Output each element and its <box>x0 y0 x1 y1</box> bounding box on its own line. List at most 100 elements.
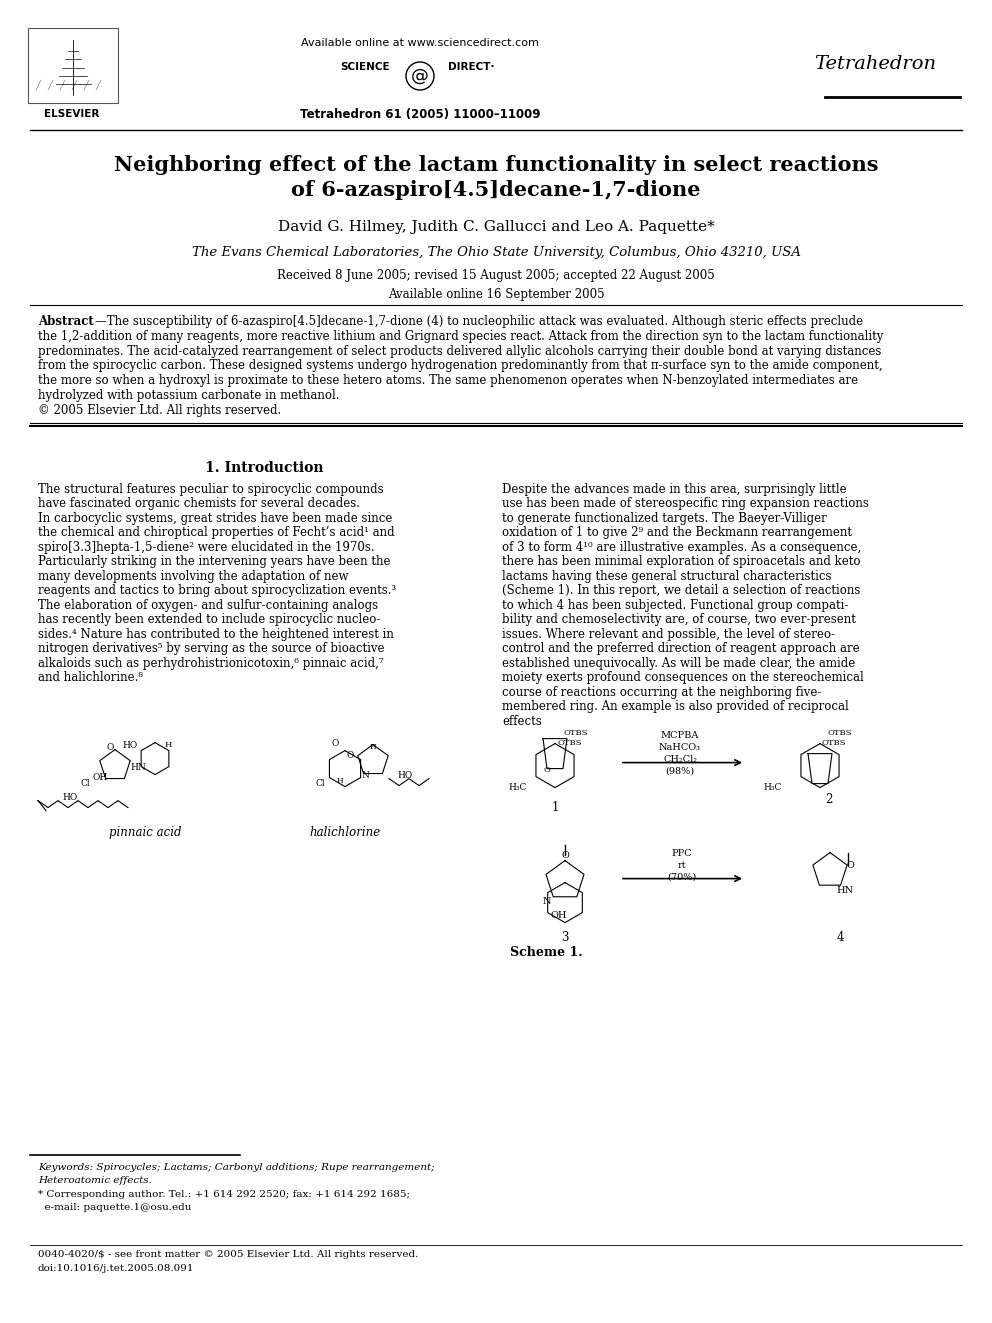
Text: HO: HO <box>62 792 77 802</box>
Text: Heteroatomic effects.: Heteroatomic effects. <box>38 1176 152 1185</box>
Text: The structural features peculiar to spirocyclic compounds: The structural features peculiar to spir… <box>38 483 384 496</box>
Text: NaHCO₃: NaHCO₃ <box>659 742 701 751</box>
Text: issues. Where relevant and possible, the level of stereo-: issues. Where relevant and possible, the… <box>502 627 835 640</box>
Text: H: H <box>165 741 172 749</box>
Text: (70%): (70%) <box>668 873 696 881</box>
Text: CH₂Cl₂: CH₂Cl₂ <box>663 754 697 763</box>
Text: the more so when a hydroxyl is proximate to these hetero atoms. The same phenome: the more so when a hydroxyl is proximate… <box>38 374 858 388</box>
Text: 0040-4020/$ - see front matter © 2005 Elsevier Ltd. All rights reserved.: 0040-4020/$ - see front matter © 2005 El… <box>38 1250 419 1259</box>
Text: Neighboring effect of the lactam functionality in select reactions: Neighboring effect of the lactam functio… <box>114 155 878 175</box>
Text: Tetrahedron: Tetrahedron <box>814 56 936 73</box>
Text: O: O <box>331 738 338 747</box>
Text: moiety exerts profound consequences on the stereochemical: moiety exerts profound consequences on t… <box>502 671 864 684</box>
Text: OTBS: OTBS <box>822 738 846 746</box>
Text: 2: 2 <box>825 792 832 806</box>
Text: —The susceptibility of 6-azaspiro[4.5]decane-1,7-dione (4) to nucleophilic attac: —The susceptibility of 6-azaspiro[4.5]de… <box>95 315 863 328</box>
Text: to generate functionalized targets. The Baeyer-Villiger: to generate functionalized targets. The … <box>502 512 826 525</box>
Text: membered ring. An example is also provided of reciprocal: membered ring. An example is also provid… <box>502 700 849 713</box>
Text: © 2005 Elsevier Ltd. All rights reserved.: © 2005 Elsevier Ltd. All rights reserved… <box>38 404 282 417</box>
Text: spiro[3.3]hepta-1,5-diene² were elucidated in the 1970s.: spiro[3.3]hepta-1,5-diene² were elucidat… <box>38 541 375 553</box>
Text: 4: 4 <box>836 930 844 943</box>
Text: there has been minimal exploration of spiroacetals and keto: there has been minimal exploration of sp… <box>502 556 860 568</box>
Text: sides.⁴ Nature has contributed to the heightened interest in: sides.⁴ Nature has contributed to the he… <box>38 627 394 640</box>
Text: O: O <box>106 742 114 751</box>
Text: oxidation of 1 to give 2⁹ and the Beckmann rearrangement: oxidation of 1 to give 2⁹ and the Beckma… <box>502 527 852 538</box>
Text: Tetrahedron 61 (2005) 11000–11009: Tetrahedron 61 (2005) 11000–11009 <box>300 108 541 120</box>
Text: 3: 3 <box>561 930 568 943</box>
Text: rt: rt <box>678 860 686 869</box>
Text: predominates. The acid-catalyzed rearrangement of select products delivered ally: predominates. The acid-catalyzed rearran… <box>38 344 881 357</box>
Text: use has been made of stereospecific ring expansion reactions: use has been made of stereospecific ring… <box>502 497 869 511</box>
Text: N: N <box>361 770 369 779</box>
Text: OTBS: OTBS <box>563 729 587 737</box>
Text: bility and chemoselectivity are, of course, two ever-present: bility and chemoselectivity are, of cour… <box>502 613 856 626</box>
Text: O: O <box>544 766 551 774</box>
Text: N: N <box>543 897 552 906</box>
Circle shape <box>406 62 434 90</box>
Text: (98%): (98%) <box>666 766 694 775</box>
Text: Despite the advances made in this area, surprisingly little: Despite the advances made in this area, … <box>502 483 846 496</box>
Text: and halichlorine.⁸: and halichlorine.⁸ <box>38 671 143 684</box>
Text: Available online 16 September 2005: Available online 16 September 2005 <box>388 288 604 302</box>
Text: Scheme 1.: Scheme 1. <box>510 946 582 959</box>
Text: Particularly striking in the intervening years have been the: Particularly striking in the intervening… <box>38 556 391 568</box>
Text: OH: OH <box>551 910 567 919</box>
Text: effects: effects <box>502 714 542 728</box>
Text: O: O <box>846 860 854 869</box>
Text: have fascinated organic chemists for several decades.: have fascinated organic chemists for sev… <box>38 497 360 511</box>
Text: HO: HO <box>122 741 138 750</box>
Text: lactams having these general structural characteristics: lactams having these general structural … <box>502 570 831 582</box>
Text: control and the preferred direction of reagent approach are: control and the preferred direction of r… <box>502 642 860 655</box>
Text: many developments involving the adaptation of new: many developments involving the adaptati… <box>38 570 348 582</box>
Text: to which 4 has been subjected. Functional group compati-: to which 4 has been subjected. Functiona… <box>502 598 848 611</box>
Text: H₃C: H₃C <box>764 783 782 791</box>
Text: The Evans Chemical Laboratories, The Ohio State University, Columbus, Ohio 43210: The Evans Chemical Laboratories, The Ohi… <box>191 246 801 259</box>
Text: O: O <box>561 851 569 860</box>
Text: has recently been extended to include spirocyclic nucleo-: has recently been extended to include sp… <box>38 613 380 626</box>
Text: PPC: PPC <box>672 848 692 857</box>
Text: the 1,2-addition of many reagents, more reactive lithium and Grignard species re: the 1,2-addition of many reagents, more … <box>38 329 883 343</box>
Text: halichlorine: halichlorine <box>310 826 381 839</box>
Text: H₃C: H₃C <box>509 783 527 791</box>
Text: 1. Introduction: 1. Introduction <box>204 460 323 475</box>
Text: @: @ <box>411 67 429 85</box>
Text: course of reactions occurring at the neighboring five-: course of reactions occurring at the nei… <box>502 685 821 699</box>
Text: Received 8 June 2005; revised 15 August 2005; accepted 22 August 2005: Received 8 June 2005; revised 15 August … <box>277 269 715 282</box>
Text: OH: OH <box>92 773 107 782</box>
Text: HO: HO <box>398 770 413 779</box>
Text: alkaloids such as perhydrohistrionicotoxin,⁶ pinnaic acid,⁷: alkaloids such as perhydrohistrionicotox… <box>38 656 384 669</box>
Text: OTBS: OTBS <box>557 738 581 746</box>
Text: the chemical and chiroptical properties of Fecht’s acid¹ and: the chemical and chiroptical properties … <box>38 527 395 538</box>
Text: reagents and tactics to bring about spirocyclization events.³: reagents and tactics to bring about spir… <box>38 583 396 597</box>
Text: nitrogen derivatives⁵ by serving as the source of bioactive: nitrogen derivatives⁵ by serving as the … <box>38 642 385 655</box>
Text: In carbocyclic systems, great strides have been made since: In carbocyclic systems, great strides ha… <box>38 512 393 525</box>
Text: ELSEVIER: ELSEVIER <box>45 108 99 119</box>
Text: Abstract: Abstract <box>38 315 94 328</box>
Text: OTBS: OTBS <box>828 729 852 737</box>
Text: established unequivocally. As will be made clear, the amide: established unequivocally. As will be ma… <box>502 656 855 669</box>
Text: DIRECT·: DIRECT· <box>448 62 494 71</box>
Text: e-mail: paquette.1@osu.edu: e-mail: paquette.1@osu.edu <box>38 1203 191 1212</box>
Text: Cl: Cl <box>80 779 90 787</box>
Text: Cl: Cl <box>315 779 324 787</box>
Text: HN: HN <box>836 885 853 894</box>
Text: H: H <box>336 777 343 785</box>
Text: Available online at www.sciencedirect.com: Available online at www.sciencedirect.co… <box>301 38 539 48</box>
Text: 1: 1 <box>552 800 558 814</box>
Text: H: H <box>370 742 376 750</box>
Text: from the spirocyclic carbon. These designed systems undergo hydrogenation predom: from the spirocyclic carbon. These desig… <box>38 360 883 372</box>
Text: David G. Hilmey, Judith C. Gallucci and Leo A. Paquette*: David G. Hilmey, Judith C. Gallucci and … <box>278 220 714 234</box>
Text: HN: HN <box>130 762 146 771</box>
Text: of 6-azaspiro[4.5]decane-1,7-dione: of 6-azaspiro[4.5]decane-1,7-dione <box>292 180 700 200</box>
Text: hydrolyzed with potassium carbonate in methanol.: hydrolyzed with potassium carbonate in m… <box>38 389 339 402</box>
Text: * Corresponding author. Tel.: +1 614 292 2520; fax: +1 614 292 1685;: * Corresponding author. Tel.: +1 614 292… <box>38 1189 410 1199</box>
Text: doi:10.1016/j.tet.2005.08.091: doi:10.1016/j.tet.2005.08.091 <box>38 1263 194 1273</box>
Text: O: O <box>346 750 354 759</box>
Text: SCIENCE: SCIENCE <box>340 62 390 71</box>
Text: of 3 to form 4¹⁰ are illustrative examples. As a consequence,: of 3 to form 4¹⁰ are illustrative exampl… <box>502 541 861 553</box>
Text: (Scheme 1). In this report, we detail a selection of reactions: (Scheme 1). In this report, we detail a … <box>502 583 860 597</box>
Text: The elaboration of oxygen- and sulfur-containing analogs: The elaboration of oxygen- and sulfur-co… <box>38 598 378 611</box>
Bar <box>28 28 118 103</box>
Text: pinnaic acid: pinnaic acid <box>109 826 182 839</box>
Text: Keywords: Spirocycles; Lactams; Carbonyl additions; Rupe rearrangement;: Keywords: Spirocycles; Lactams; Carbonyl… <box>38 1163 434 1172</box>
